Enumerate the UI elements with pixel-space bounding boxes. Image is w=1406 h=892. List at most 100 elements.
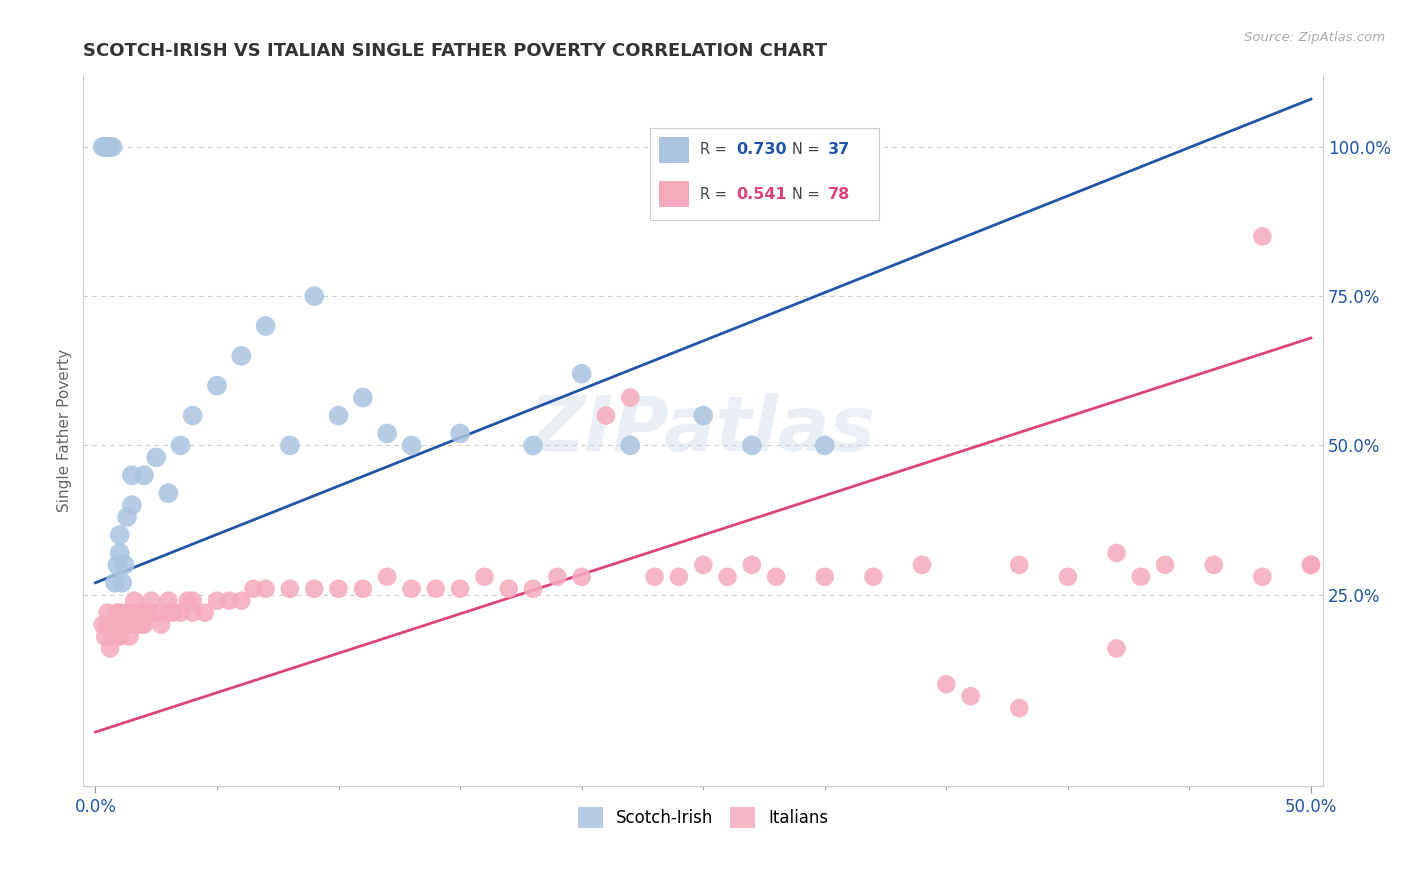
Point [132, 468, 155, 483]
Point [94, 140, 117, 154]
Point [124, 593, 146, 607]
Text: ZIPatlas: ZIPatlas [530, 393, 876, 467]
Point [121, 617, 143, 632]
Point [328, 409, 350, 423]
Point [94, 140, 117, 154]
Point [118, 630, 141, 644]
Point [1251, 229, 1274, 244]
Point [619, 438, 641, 452]
Text: Source: ZipAtlas.com: Source: ZipAtlas.com [1244, 31, 1385, 45]
Point [328, 582, 350, 596]
Point [114, 617, 136, 632]
Point [474, 570, 496, 584]
Point [254, 318, 277, 333]
Point [145, 606, 167, 620]
Point [115, 606, 138, 620]
Point [352, 391, 374, 405]
Point [375, 426, 398, 441]
Point [97, 140, 120, 154]
Text: R =: R = [700, 187, 731, 202]
Point [181, 593, 204, 607]
Point [218, 593, 240, 607]
Point [115, 510, 138, 524]
Point [1008, 701, 1031, 715]
Text: 0.730: 0.730 [737, 143, 787, 157]
Point [1251, 570, 1274, 584]
Point [101, 140, 124, 154]
Point [449, 582, 471, 596]
Point [1129, 570, 1152, 584]
Point [91, 617, 114, 632]
Point [814, 570, 837, 584]
Point [231, 349, 253, 363]
Point [104, 617, 127, 632]
Point [352, 582, 374, 596]
Point [1299, 558, 1322, 572]
Point [111, 575, 134, 590]
Point [108, 546, 131, 560]
Point [1299, 558, 1322, 572]
Point [114, 558, 136, 572]
Point [716, 570, 738, 584]
Point [128, 606, 150, 620]
Point [145, 450, 167, 465]
Point [814, 438, 837, 452]
Point [304, 582, 326, 596]
Point [205, 593, 228, 607]
Point [242, 582, 264, 596]
Point [668, 570, 690, 584]
Point [157, 606, 180, 620]
Point [194, 606, 217, 620]
Point [181, 606, 204, 620]
Point [522, 582, 544, 596]
Point [97, 606, 120, 620]
Point [375, 570, 398, 584]
Point [181, 409, 204, 423]
Text: R =: R = [700, 143, 731, 157]
Point [108, 528, 131, 542]
Point [205, 378, 228, 392]
Point [91, 140, 114, 154]
Point [765, 570, 787, 584]
Point [498, 582, 520, 596]
Point [121, 606, 143, 620]
Point [104, 575, 127, 590]
Point [1057, 570, 1080, 584]
Point [108, 606, 131, 620]
Point [125, 617, 148, 632]
Bar [659, 181, 689, 207]
Point [98, 140, 121, 154]
Point [911, 558, 934, 572]
Point [162, 606, 184, 620]
Point [169, 438, 191, 452]
Text: 0.541: 0.541 [737, 187, 787, 202]
Point [959, 690, 981, 704]
Point [157, 593, 180, 607]
Point [141, 593, 163, 607]
Point [1105, 546, 1128, 560]
Point [94, 630, 117, 644]
Point [449, 426, 471, 441]
Text: SCOTCH-IRISH VS ITALIAN SINGLE FATHER POVERTY CORRELATION CHART: SCOTCH-IRISH VS ITALIAN SINGLE FATHER PO… [83, 42, 827, 60]
Point [131, 617, 153, 632]
Point [105, 558, 128, 572]
Legend: Scotch-Irish, Italians: Scotch-Irish, Italians [571, 801, 835, 834]
Point [254, 582, 277, 596]
Point [177, 593, 200, 607]
Point [278, 438, 301, 452]
Point [571, 570, 593, 584]
Point [132, 617, 155, 632]
Point [121, 468, 143, 483]
Point [1008, 558, 1031, 572]
Point [304, 289, 326, 303]
Point [231, 593, 253, 607]
Text: N =: N = [792, 143, 824, 157]
Point [121, 498, 143, 512]
Text: N =: N = [792, 187, 824, 202]
Y-axis label: Single Father Poverty: Single Father Poverty [58, 349, 72, 512]
Point [138, 606, 160, 620]
Point [595, 409, 617, 423]
Point [101, 630, 124, 644]
Point [692, 409, 714, 423]
Point [546, 570, 568, 584]
